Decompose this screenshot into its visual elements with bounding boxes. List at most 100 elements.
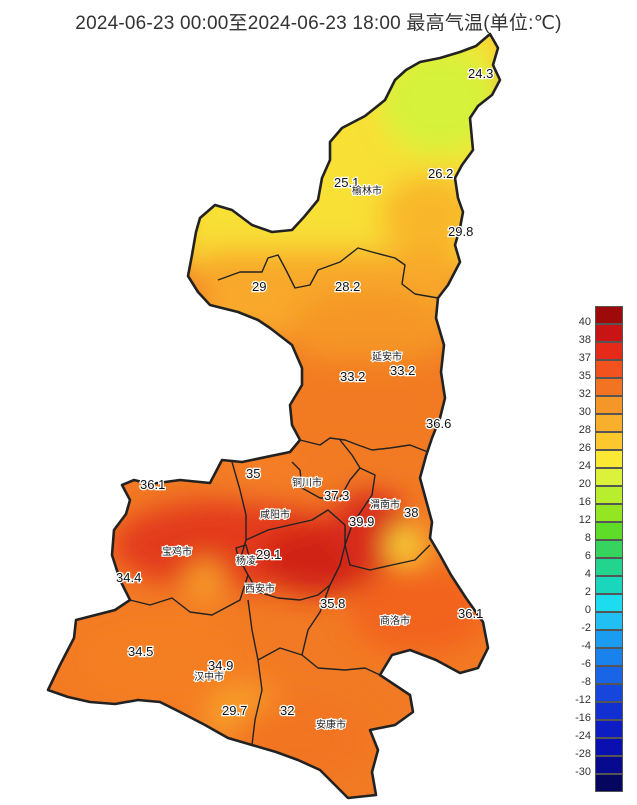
legend-label: 37: [578, 352, 591, 364]
city-label-yulin: 榆林市: [352, 184, 382, 197]
legend-swatch: [595, 612, 623, 630]
temp-value: 26.2: [428, 166, 453, 181]
legend-swatch: [595, 756, 623, 774]
boundary-xian: [245, 509, 346, 601]
legend-swatch: [595, 486, 623, 504]
temp-value: 33.2: [390, 363, 415, 378]
temp-value: 33.2: [340, 369, 365, 384]
temp-value: 37.3: [324, 488, 349, 503]
city-label-yanan: 延安市: [372, 350, 402, 363]
legend-label: 12: [578, 514, 591, 526]
legend-label: 0: [584, 604, 591, 616]
legend-label: 20: [578, 478, 591, 490]
legend-swatch: [595, 666, 623, 684]
city-boundaries: [129, 247, 439, 746]
legend-swatch: [595, 738, 623, 756]
legend-label: -6: [581, 658, 591, 670]
temp-value: 24.3: [468, 66, 493, 81]
province-boundary: [46, 32, 502, 800]
city-label-yangling: 杨凌: [236, 554, 256, 567]
temp-value: 34.4: [116, 570, 141, 585]
temp-value: 34.5: [128, 644, 153, 659]
city-label-baoji: 宝鸡市: [162, 545, 192, 558]
legend-label: -28: [575, 748, 591, 760]
legend-label: -4: [581, 640, 591, 652]
city-label-ankang: 安康市: [316, 718, 346, 731]
legend-label: 8: [584, 532, 591, 544]
legend-label: 32: [578, 388, 591, 400]
legend-swatch: [595, 324, 623, 342]
boundary-yanan-south: [299, 437, 429, 453]
city-label-xianyang: 咸阳市: [260, 508, 290, 521]
legend-label: -30: [575, 766, 591, 778]
boundary-shangluo: [301, 584, 381, 676]
legend-swatch: [595, 468, 623, 486]
temp-value: 29.8: [448, 224, 473, 239]
temp-value: 36.6: [426, 416, 451, 431]
boundary-ankang-east: [257, 647, 303, 661]
temp-value: 36.1: [458, 606, 483, 621]
legend-swatch: [595, 630, 623, 648]
temp-value: 35: [246, 466, 260, 481]
legend-swatch: [595, 774, 623, 792]
legend-label: 16: [578, 496, 591, 508]
legend-swatch: [595, 360, 623, 378]
boundary-xianyang-west: [231, 461, 249, 576]
temp-value: 28.2: [335, 279, 360, 294]
legend-label: -16: [575, 712, 591, 724]
temp-value: 38: [404, 505, 418, 520]
temp-value: 36.1: [140, 477, 165, 492]
legend-swatch: [595, 558, 623, 576]
legend-swatch: [595, 432, 623, 450]
boundary-hanzhong-ankang: [247, 599, 263, 746]
temp-value: 29.7: [222, 703, 247, 718]
legend-swatch: [595, 396, 623, 414]
legend-swatch: [595, 306, 623, 324]
legend-swatch: [595, 450, 623, 468]
temp-value: 29: [252, 279, 266, 294]
legend-label: 6: [584, 550, 591, 562]
legend-label: 26: [578, 442, 591, 454]
legend-label: 40: [578, 316, 591, 328]
legend-label: -8: [581, 676, 591, 688]
temperature-values: 24.3 25.1 26.2 29.8 29 28.2 33.2 33.2 36…: [115, 65, 495, 720]
legend-label: 24: [578, 460, 591, 472]
city-label-shangluo: 商洛市: [380, 614, 410, 627]
legend-swatch: [595, 342, 623, 360]
legend-label: 2: [584, 586, 591, 598]
boundary-tongchuan: [291, 439, 361, 499]
city-label-xian: 西安市: [245, 582, 275, 595]
legend-label: -12: [575, 694, 591, 706]
legend-swatch: [595, 702, 623, 720]
boundary-yangling: [235, 544, 251, 567]
temp-value: 39.9: [349, 514, 374, 529]
legend-swatch: [595, 378, 623, 396]
legend-swatch: [595, 540, 623, 558]
map-title: 2024-06-23 00:00至2024-06-23 18:00 最高气温(单…: [75, 13, 562, 34]
city-labels: 榆林市 延安市 铜川市 渭南市 咸阳市 宝鸡市 杨凌 西安市 商洛市 汉中市 安…: [161, 183, 411, 732]
legend-swatch: [595, 720, 623, 738]
legend-label: 30: [578, 406, 591, 418]
legend-label: 35: [578, 370, 591, 382]
temp-value: 29.1: [256, 547, 281, 562]
legend-swatch: [595, 504, 623, 522]
temp-value: 25.1: [334, 175, 359, 190]
legend-label: 28: [578, 424, 591, 436]
legend-label: -2: [581, 622, 591, 634]
legend-label: 4: [584, 568, 591, 580]
boundary-yulin-yanan: [217, 247, 439, 299]
legend-swatch: [595, 594, 623, 612]
temp-value: 32: [280, 703, 294, 718]
legend-swatch: [595, 414, 623, 432]
city-label-hanzhong: 汉中市: [194, 670, 224, 683]
legend-swatch: [595, 576, 623, 594]
temp-value: 34.9: [208, 658, 233, 673]
boundary-baoji-hanzhong: [129, 574, 249, 616]
legend-swatch: [595, 522, 623, 540]
temp-value: 35.8: [320, 596, 345, 611]
legend-label: 38: [578, 334, 591, 346]
city-label-weinan: 渭南市: [370, 498, 400, 511]
legend-label: -24: [575, 730, 591, 742]
